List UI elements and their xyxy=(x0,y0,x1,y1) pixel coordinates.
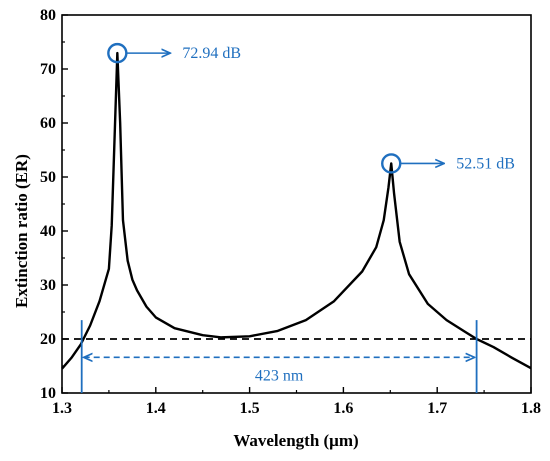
series-line-0 xyxy=(61,51,532,370)
plot-layer: 1.3 1.4 1.5 1.6 1.7 1.8 10 20 30 40 50 60 70 80 423 nm… xyxy=(40,7,541,417)
y-tick-label-7: 80 xyxy=(40,7,56,24)
y-tick-label-4: 50 xyxy=(40,169,56,186)
x-tick-label-0: 1.3 xyxy=(52,400,72,417)
y-axis-title: Extinction ratio (ER) xyxy=(12,154,31,308)
x-axis-title: Wavelength (μm) xyxy=(233,431,358,450)
peak-label-1: 52.51 dB xyxy=(456,155,515,172)
y-tick-label-1: 20 xyxy=(40,331,56,348)
y-tick-label-2: 30 xyxy=(40,277,56,294)
x-tick-label-1: 1.4 xyxy=(146,400,166,417)
y-tick-label-5: 60 xyxy=(40,115,56,132)
x-tick-label-3: 1.6 xyxy=(333,400,353,417)
x-tick-label-5: 1.8 xyxy=(521,400,541,417)
x-tick-label-2: 1.5 xyxy=(240,400,260,417)
plot-frame xyxy=(61,14,532,394)
peak-label-0: 72.94 dB xyxy=(182,45,241,62)
bandwidth-label: 423 nm xyxy=(255,367,304,384)
y-tick-label-6: 70 xyxy=(40,61,56,78)
y-tick-label-3: 40 xyxy=(40,223,56,240)
x-tick-label-4: 1.7 xyxy=(427,400,447,417)
y-tick-label-0: 10 xyxy=(40,385,56,402)
